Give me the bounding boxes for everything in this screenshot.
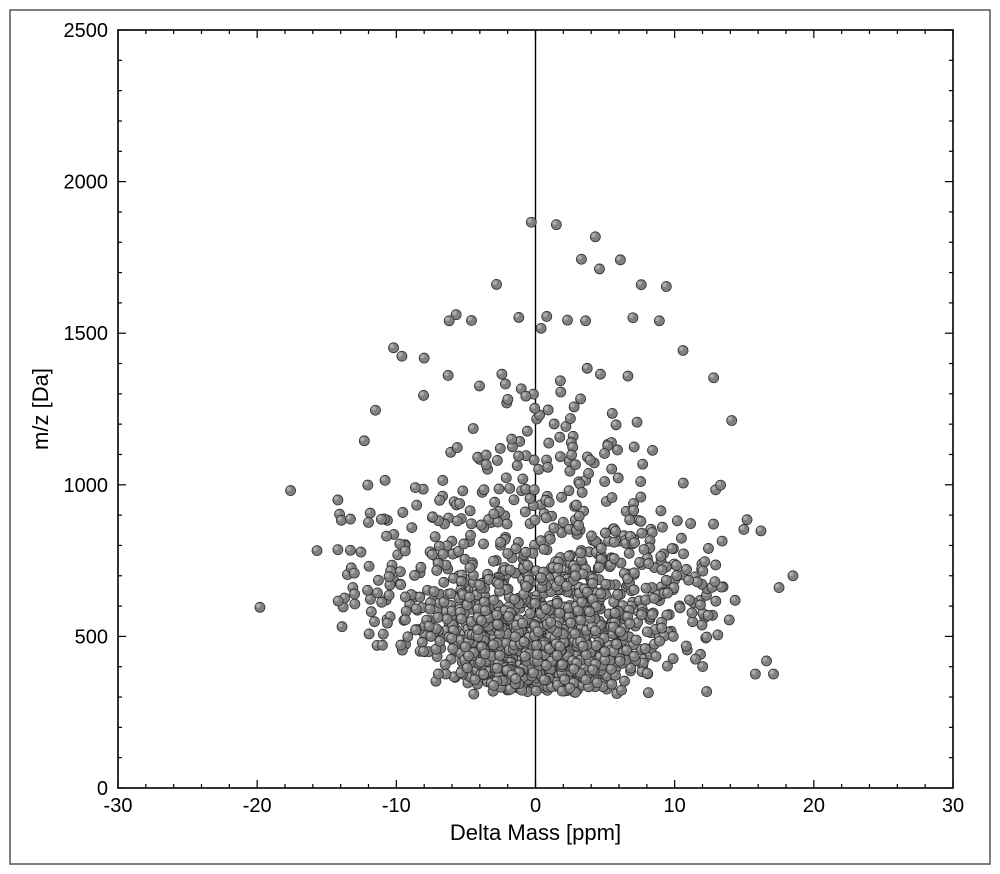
x-tick-label: 20 <box>803 795 825 817</box>
y-tick-label: 2500 <box>64 20 109 42</box>
x-tick-label: 10 <box>664 795 686 817</box>
x-tick-label: -10 <box>382 795 411 817</box>
x-axis-label: Delta Mass [ppm] <box>450 820 621 845</box>
scatter-chart: -30-20-10010203005001000150020002500Delt… <box>0 0 1000 874</box>
y-tick-label: 1500 <box>64 323 109 345</box>
y-tick-label: 2000 <box>64 172 109 194</box>
y-axis-label: m/z [Da] <box>28 368 53 450</box>
chart-container: -30-20-10010203005001000150020002500Delt… <box>0 0 1000 874</box>
y-tick-label: 0 <box>97 778 108 800</box>
y-tick-label: 1000 <box>64 475 109 497</box>
x-tick-label: -20 <box>243 795 272 817</box>
x-tick-label: 0 <box>530 795 541 817</box>
x-tick-label: 30 <box>942 795 964 817</box>
y-tick-label: 500 <box>75 626 108 648</box>
